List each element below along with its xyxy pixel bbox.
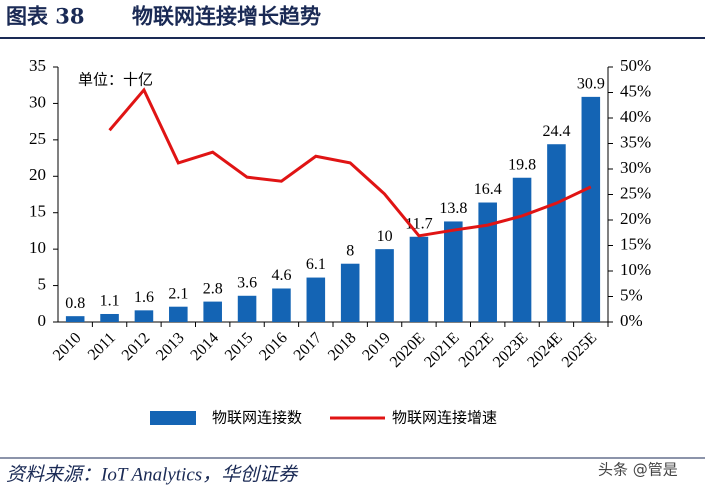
- data-label: 10: [377, 228, 393, 245]
- bar: [306, 277, 326, 322]
- data-label: 2.8: [203, 280, 223, 297]
- x-tick-label: 2022E: [456, 329, 498, 371]
- y2-tick-label: 10%: [620, 260, 651, 279]
- bar: [272, 288, 291, 322]
- data-label: 4.6: [271, 267, 291, 284]
- data-label: 30.9: [577, 76, 605, 93]
- x-tick-label: 2018: [325, 329, 360, 364]
- y-tick-label: 25: [29, 129, 46, 148]
- bar: [100, 313, 119, 322]
- y2-tick-label: 30%: [620, 158, 651, 177]
- data-label: 8: [346, 242, 354, 259]
- figure-label: 图表 38: [6, 4, 85, 29]
- y2-tick-label: 5%: [620, 285, 643, 304]
- data-label: 3.6: [237, 274, 257, 291]
- x-tick-label: 2017: [291, 329, 326, 364]
- data-label: 16.4: [474, 181, 502, 198]
- y-tick-label: 30: [29, 92, 46, 111]
- bar: [65, 316, 85, 322]
- legend-label: 物联网连接数: [212, 409, 302, 427]
- watermark: 头条 @管是: [598, 461, 678, 479]
- y2-tick-label: 25%: [620, 183, 651, 202]
- bar: [581, 96, 601, 322]
- y-tick-label: 0: [38, 311, 47, 330]
- data-label: 13.8: [439, 200, 467, 217]
- bar: [237, 295, 257, 322]
- bar: [203, 301, 222, 322]
- x-tick-label: 2020E: [387, 329, 429, 371]
- data-label: 1.6: [134, 289, 154, 306]
- bar: [547, 144, 566, 322]
- data-label: 1.1: [100, 293, 120, 310]
- y2-tick-label: 45%: [620, 81, 651, 100]
- legend-label: 物联网连接增速: [392, 409, 497, 427]
- y2-tick-label: 40%: [620, 107, 651, 126]
- x-tick-label: 2024E: [524, 329, 566, 371]
- y-tick-label: 35: [29, 56, 46, 75]
- x-tick-label: 2010: [50, 329, 85, 364]
- bar: [169, 306, 188, 322]
- x-tick-label: 2016: [256, 329, 291, 364]
- y2-tick-label: 0%: [620, 311, 643, 330]
- x-tick-label: 2011: [85, 329, 119, 363]
- x-tick-label: 2015: [222, 329, 257, 364]
- y2-tick-label: 50%: [620, 56, 651, 75]
- source: 资料来源：IoT Analytics，华创证券: [6, 463, 299, 485]
- bar: [340, 263, 360, 322]
- y-tick-label: 15: [29, 202, 46, 221]
- x-tick-label: 2025E: [559, 329, 601, 371]
- x-tick-label: 2013: [153, 329, 188, 364]
- y2-tick-label: 15%: [620, 234, 651, 253]
- x-tick-label: 2012: [119, 329, 154, 364]
- bar: [478, 202, 497, 322]
- unit-note: 单位：十亿: [78, 71, 153, 89]
- x-tick-label: 2021E: [421, 329, 463, 371]
- line: [108, 87, 592, 238]
- data-label: 2.1: [168, 285, 188, 302]
- chart-title: 物联网连接增长趋势: [132, 4, 321, 29]
- data-label: 19.8: [508, 156, 536, 173]
- x-tick-label: 2014: [187, 329, 222, 364]
- data-label: 0.8: [65, 295, 85, 312]
- y-tick-label: 20: [29, 165, 46, 184]
- bar: [134, 310, 154, 322]
- y2-tick-label: 20%: [620, 209, 651, 228]
- bar: [375, 249, 394, 322]
- y-tick-label: 5: [38, 274, 47, 293]
- bar: [444, 221, 463, 322]
- y-tick-label: 10: [29, 238, 46, 257]
- bar: [512, 177, 532, 322]
- y2-tick-label: 35%: [620, 132, 651, 151]
- x-tick-label: 2023E: [490, 329, 532, 371]
- legend-swatch: [150, 411, 196, 425]
- data-label: 24.4: [542, 123, 570, 140]
- bar: [409, 236, 429, 322]
- data-label: 6.1: [306, 256, 326, 273]
